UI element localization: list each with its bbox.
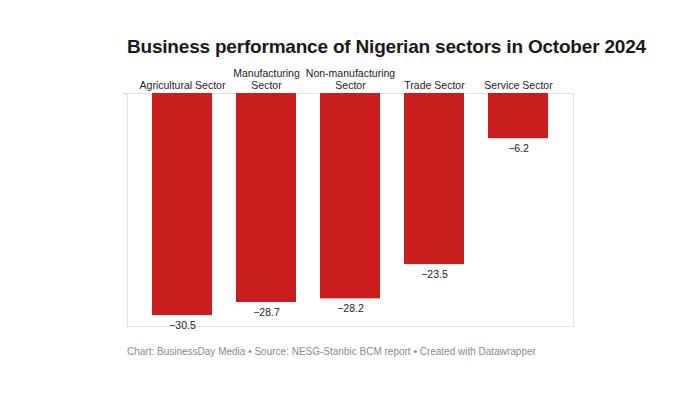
html-text:Chart: BusinessDay Media • Sou: Chart: BusinessDay Media • Source: NESG-…: [127, 346, 536, 357]
svg-text:Agricultural Sector: Agricultural Sector: [140, 79, 226, 91]
html-text:Business performance of Nigeri: Business performance of Nigerian sectors…: [127, 36, 646, 57]
svg-text:−28.7: −28.7: [253, 306, 280, 318]
svg-text:−28.2: −28.2: [337, 302, 364, 314]
svg-text:ManufacturingSector: ManufacturingSector: [233, 67, 300, 90]
svg-text:−6.2: −6.2: [508, 142, 529, 154]
svg-text:−23.5: −23.5: [421, 268, 448, 280]
svg-text:Service Sector: Service Sector: [484, 79, 553, 91]
svg-text:−30.5: −30.5: [169, 319, 196, 331]
svg-text:Non-manufacturingSector: Non-manufacturingSector: [306, 67, 395, 90]
svg-text:Trade Sector: Trade Sector: [404, 79, 465, 91]
